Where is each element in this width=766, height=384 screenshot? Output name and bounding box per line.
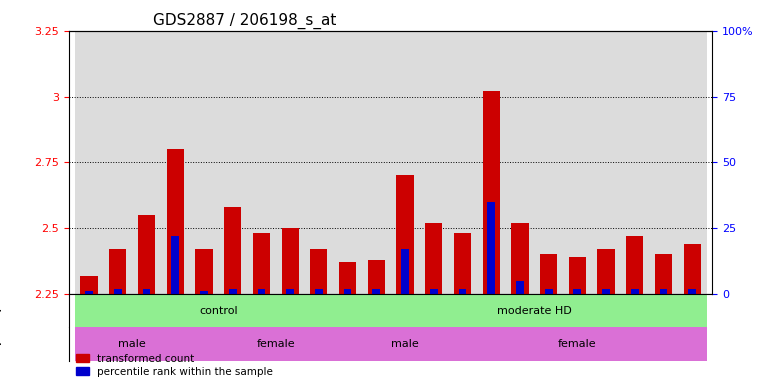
Bar bbox=[344, 289, 352, 294]
Bar bbox=[448, 328, 706, 361]
Bar bbox=[420, 31, 448, 294]
Bar bbox=[535, 31, 563, 294]
Bar bbox=[253, 233, 270, 294]
Bar bbox=[391, 31, 420, 294]
Legend: transformed count, percentile rank within the sample: transformed count, percentile rank withi… bbox=[74, 351, 275, 379]
Bar bbox=[631, 289, 639, 294]
Text: control: control bbox=[199, 306, 237, 316]
Bar bbox=[276, 31, 305, 294]
Bar bbox=[75, 328, 190, 361]
Bar bbox=[315, 289, 322, 294]
Bar bbox=[401, 249, 409, 294]
Bar bbox=[305, 31, 333, 294]
Text: female: female bbox=[558, 339, 597, 349]
Bar bbox=[310, 249, 328, 294]
Bar bbox=[114, 289, 122, 294]
Text: male: male bbox=[391, 339, 419, 349]
Bar bbox=[574, 289, 581, 294]
Bar bbox=[132, 31, 161, 294]
Bar bbox=[516, 281, 524, 294]
Bar bbox=[476, 31, 506, 294]
Bar bbox=[368, 260, 385, 294]
Text: moderate HD: moderate HD bbox=[497, 306, 571, 316]
Bar bbox=[487, 202, 495, 294]
Bar bbox=[286, 289, 294, 294]
Bar bbox=[75, 294, 362, 328]
Bar bbox=[678, 31, 707, 294]
Bar bbox=[425, 223, 443, 294]
Bar bbox=[224, 207, 241, 294]
Bar bbox=[448, 31, 476, 294]
Bar bbox=[190, 31, 218, 294]
Bar bbox=[453, 233, 471, 294]
Bar bbox=[142, 289, 150, 294]
Bar bbox=[167, 149, 184, 294]
Bar bbox=[627, 236, 643, 294]
Bar bbox=[597, 249, 615, 294]
Bar bbox=[200, 291, 208, 294]
Bar bbox=[620, 31, 650, 294]
Bar bbox=[689, 289, 696, 294]
Bar bbox=[483, 91, 500, 294]
Bar bbox=[372, 289, 380, 294]
Bar bbox=[362, 294, 706, 328]
Bar bbox=[257, 289, 265, 294]
Bar bbox=[683, 244, 701, 294]
Bar bbox=[655, 255, 673, 294]
Bar bbox=[190, 328, 362, 361]
Bar bbox=[103, 31, 132, 294]
Bar bbox=[333, 31, 362, 294]
Bar bbox=[247, 31, 276, 294]
Bar bbox=[161, 31, 190, 294]
Bar bbox=[397, 175, 414, 294]
Bar bbox=[195, 249, 213, 294]
Bar bbox=[602, 289, 610, 294]
Bar bbox=[506, 31, 535, 294]
Bar bbox=[362, 328, 448, 361]
Text: female: female bbox=[257, 339, 295, 349]
Bar bbox=[282, 228, 299, 294]
Bar bbox=[110, 249, 126, 294]
Bar bbox=[512, 223, 529, 294]
Bar bbox=[430, 289, 437, 294]
Bar bbox=[545, 289, 552, 294]
Bar bbox=[80, 276, 98, 294]
Bar bbox=[138, 215, 155, 294]
Bar bbox=[218, 31, 247, 294]
Bar bbox=[229, 289, 237, 294]
Bar bbox=[660, 289, 667, 294]
Bar bbox=[362, 31, 391, 294]
Bar bbox=[85, 291, 93, 294]
Bar bbox=[592, 31, 620, 294]
Text: male: male bbox=[118, 339, 146, 349]
Bar bbox=[650, 31, 678, 294]
Bar bbox=[339, 262, 356, 294]
Bar bbox=[563, 31, 592, 294]
Bar bbox=[540, 255, 558, 294]
Bar bbox=[172, 236, 179, 294]
Bar bbox=[75, 31, 103, 294]
Text: GDS2887 / 206198_s_at: GDS2887 / 206198_s_at bbox=[152, 13, 336, 29]
Bar bbox=[568, 257, 586, 294]
Bar bbox=[459, 289, 466, 294]
